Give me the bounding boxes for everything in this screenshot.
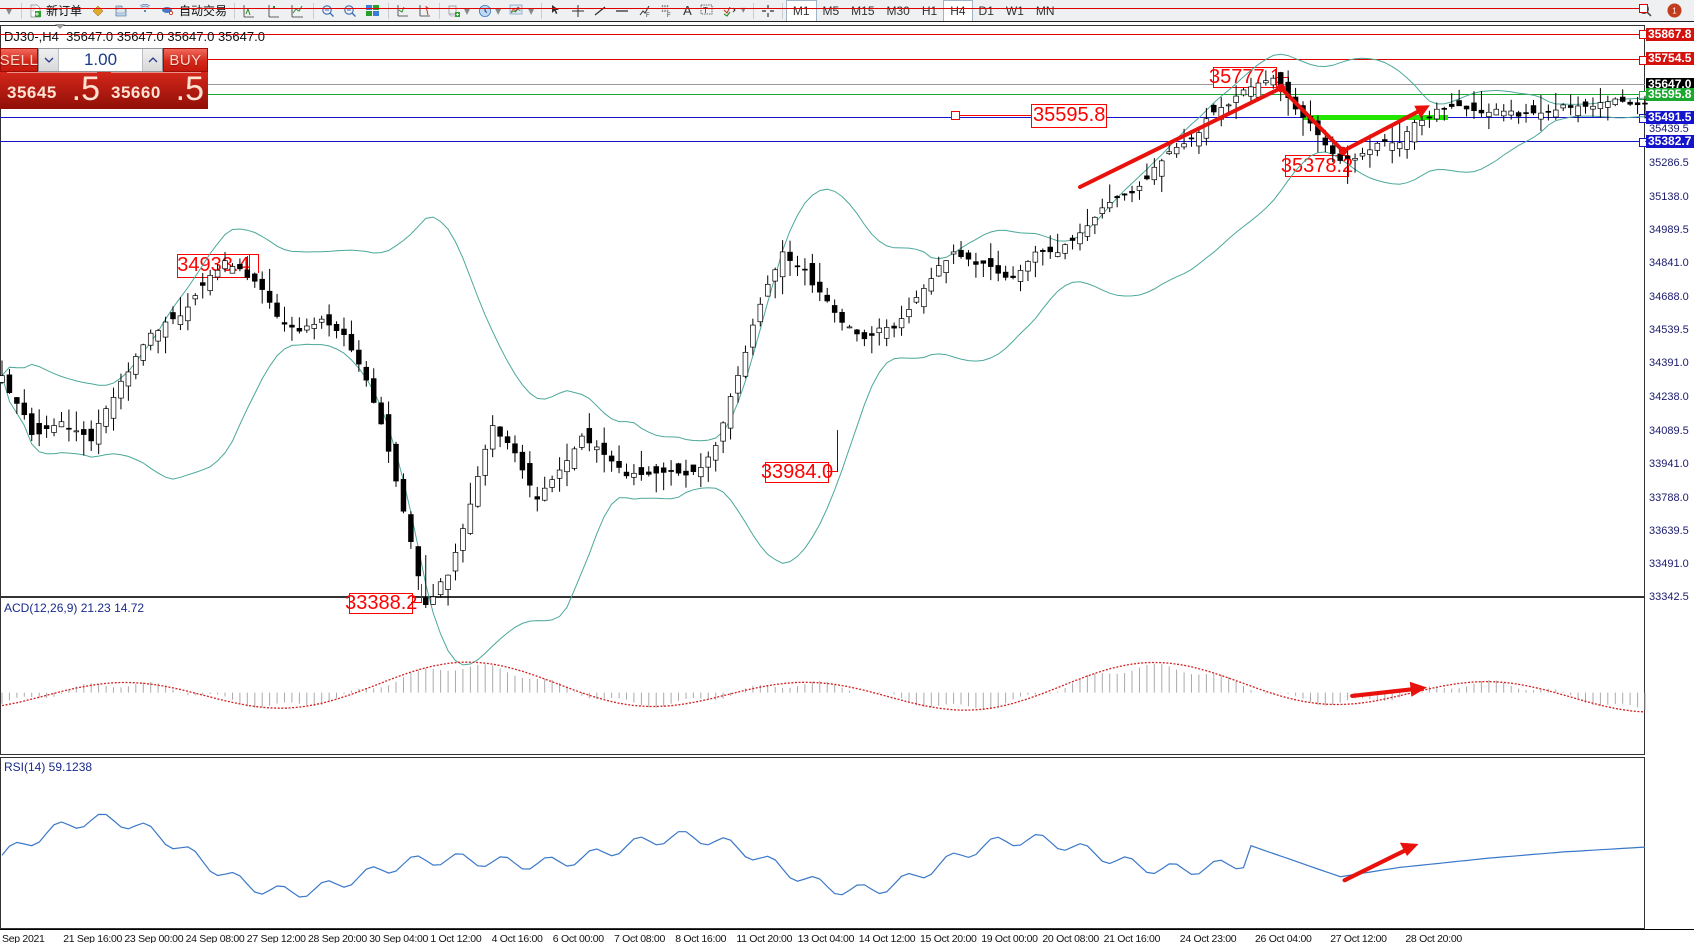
svg-text:F: F [667,13,671,18]
svg-text:1: 1 [1672,7,1677,16]
svg-text:F: F [646,13,650,18]
